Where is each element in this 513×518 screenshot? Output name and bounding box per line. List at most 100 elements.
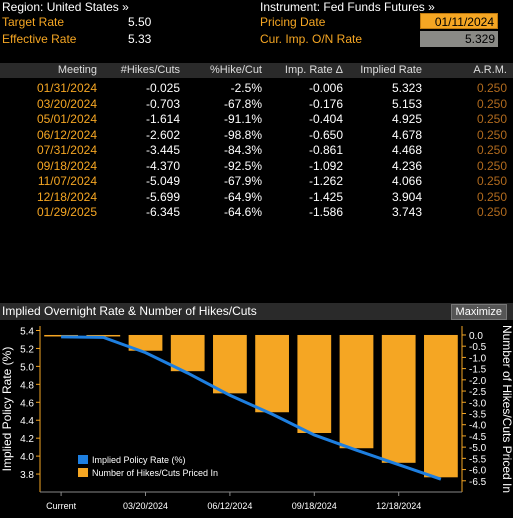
bar-hikes-cuts <box>297 334 332 434</box>
table-row[interactable]: 12/18/2024 -5.699 -64.9% -1.425 3.904 0.… <box>0 190 513 206</box>
legend-label-line: Implied Policy Rate (%) <box>92 455 186 465</box>
cell-arm: 0.250 <box>476 96 507 111</box>
cell-arm: 0.250 <box>476 189 507 204</box>
left-tick-label: 4.4 <box>20 416 34 427</box>
cell-arm: 0.250 <box>476 127 507 142</box>
cell-pct: -84.3% <box>223 143 262 157</box>
cell-meeting: 05/01/2024 <box>36 112 97 126</box>
right-tick-label: -1.5 <box>469 365 487 376</box>
table-header: Meeting #Hikes/Cuts %Hike/Cut Imp. Rate … <box>0 63 513 78</box>
cell-hikes: -5.699 <box>145 189 180 204</box>
col-header-pct[interactable]: %Hike/Cut <box>210 64 262 76</box>
bar-hikes-cuts <box>255 334 289 413</box>
cell-hikes: -6.345 <box>145 205 180 219</box>
cell-hikes: -2.602 <box>145 127 180 142</box>
cell-imp-delta: -0.650 <box>308 127 343 142</box>
cell-hikes: -0.703 <box>145 96 180 111</box>
right-tick-label: -1.0 <box>469 353 487 364</box>
legend-box <box>74 451 238 481</box>
table-row[interactable]: 07/31/2024 -3.445 -84.3% -0.861 4.468 0.… <box>0 143 513 159</box>
chart-axes: 5.4 5.2 5.0 4.8 4.6 4.4 4.2 4.0 3.8 0.0-0.5-1.0-1… <box>0 325 513 511</box>
table-row[interactable]: 05/01/2024 -1.614 -91.1% -0.404 4.925 0.… <box>0 112 513 128</box>
x-tick-label: 09/18/2024 <box>292 501 337 511</box>
left-tick-label: 5.4 <box>20 326 34 337</box>
legend-swatch-bar <box>78 468 88 477</box>
instrument-selector[interactable]: Instrument: Fed Funds Futures » <box>260 0 435 14</box>
legend-label-bar: Number of Hikes/Cuts Priced In <box>92 468 218 478</box>
pricing-date-input[interactable]: 01/11/2024 <box>420 13 498 29</box>
cell-imp-delta: -1.262 <box>308 174 343 188</box>
left-tick-label: 5.0 <box>20 362 34 373</box>
cell-pct: -2.5% <box>230 81 262 95</box>
cell-imp-delta: -1.586 <box>308 205 343 219</box>
cell-imp-delta: -1.425 <box>308 189 343 204</box>
right-tick-label: -6.0 <box>469 466 487 477</box>
cell-imp-delta: -0.404 <box>308 112 343 126</box>
left-tick-label: 4.0 <box>20 452 34 463</box>
cell-imp-delta: -0.861 <box>308 143 343 157</box>
target-rate-label: Target Rate <box>2 15 65 29</box>
x-tick-label: Current <box>46 501 77 511</box>
left-tick-label: 4.6 <box>20 398 34 409</box>
effective-rate-label: Effective Rate <box>2 32 77 46</box>
left-tick-label: 3.8 <box>20 470 34 481</box>
x-tick-label: 06/12/2024 <box>207 501 252 511</box>
region-selector[interactable]: Region: United States » <box>2 0 129 14</box>
left-tick-label: 4.8 <box>20 380 34 391</box>
cell-meeting: 01/31/2024 <box>36 81 97 95</box>
cell-implied: 4.066 <box>391 174 422 188</box>
bar-hikes-cuts <box>170 334 205 372</box>
cell-arm: 0.250 <box>476 158 507 173</box>
cur-imp-rate-label: Cur. Imp. O/N Rate <box>260 32 363 46</box>
cell-arm: 0.250 <box>476 112 507 126</box>
cell-hikes: -0.025 <box>145 81 180 95</box>
chart-legend: Implied Policy Rate (%) Number of Hikes/C… <box>74 451 238 481</box>
cell-imp-delta: -0.006 <box>308 81 343 95</box>
right-tick-label: -3.0 <box>469 398 487 409</box>
legend-swatch-line <box>78 455 88 464</box>
rate-chart: 5.4 5.2 5.0 4.8 4.6 4.4 4.2 4.0 3.8 0.0-0.5-1.0-1… <box>0 325 513 511</box>
cell-implied: 5.323 <box>391 81 422 95</box>
cell-implied: 4.468 <box>391 143 422 157</box>
cur-imp-rate-input[interactable]: 5.329 <box>420 31 498 47</box>
chart-panel-title: Implied Overnight Rate & Number of Hikes… <box>2 304 257 318</box>
col-header-arm[interactable]: A.R.M. <box>473 64 507 76</box>
chart-bars <box>44 334 458 478</box>
table-row[interactable]: 03/20/2024 -0.703 -67.8% -0.176 5.153 0.… <box>0 97 513 113</box>
chart-panel-header: Implied Overnight Rate & Number of Hikes… <box>0 303 513 320</box>
cell-meeting: 01/29/2025 <box>36 205 97 219</box>
cell-implied: 4.678 <box>391 127 422 142</box>
chart-line <box>61 335 442 481</box>
table-row[interactable]: 01/29/2025 -6.345 -64.6% -1.586 3.743 0.… <box>0 205 513 221</box>
cell-arm: 0.250 <box>476 143 507 157</box>
cell-meeting: 12/18/2024 <box>36 189 97 204</box>
x-tick-label: 03/20/2024 <box>123 501 168 511</box>
cell-meeting: 06/12/2024 <box>36 127 97 142</box>
bar-hikes-cuts <box>381 334 416 463</box>
table-row[interactable]: 11/07/2024 -5.049 -67.9% -1.262 4.066 0.… <box>0 174 513 190</box>
bar-hikes-cuts <box>128 334 163 351</box>
table-row[interactable]: 01/31/2024 -0.025 -2.5% -0.006 5.323 0.2… <box>0 81 513 97</box>
right-tick-label: -3.5 <box>469 409 487 420</box>
cell-pct: -64.9% <box>223 189 262 204</box>
col-header-implied[interactable]: Implied Rate <box>360 64 422 76</box>
left-tick-label: 4.2 <box>20 434 34 445</box>
table-row[interactable]: 09/18/2024 -4.370 -92.5% -1.092 4.236 0.… <box>0 159 513 175</box>
maximize-button[interactable]: Maximize <box>450 304 507 320</box>
cell-hikes: -5.049 <box>145 174 180 188</box>
cell-pct: -92.5% <box>223 158 262 173</box>
right-tick-label: -2.0 <box>469 376 487 387</box>
cell-pct: -64.6% <box>223 205 262 219</box>
cell-implied: 3.904 <box>391 189 422 204</box>
col-header-hikes[interactable]: #Hikes/Cuts <box>120 64 180 76</box>
cell-implied: 3.743 <box>391 205 422 219</box>
right-tick-label: -4.5 <box>469 432 487 443</box>
bar-hikes-cuts <box>44 334 78 337</box>
table-row[interactable]: 06/12/2024 -2.602 -98.8% -0.650 4.678 0.… <box>0 128 513 144</box>
col-header-imp-delta[interactable]: Imp. Rate Δ <box>284 64 343 76</box>
col-header-meeting[interactable]: Meeting <box>57 64 97 76</box>
bar-hikes-cuts <box>86 334 121 337</box>
right-tick-label: 0.0 <box>469 331 483 342</box>
cell-meeting: 03/20/2024 <box>36 96 97 111</box>
cell-arm: 0.250 <box>476 205 507 219</box>
